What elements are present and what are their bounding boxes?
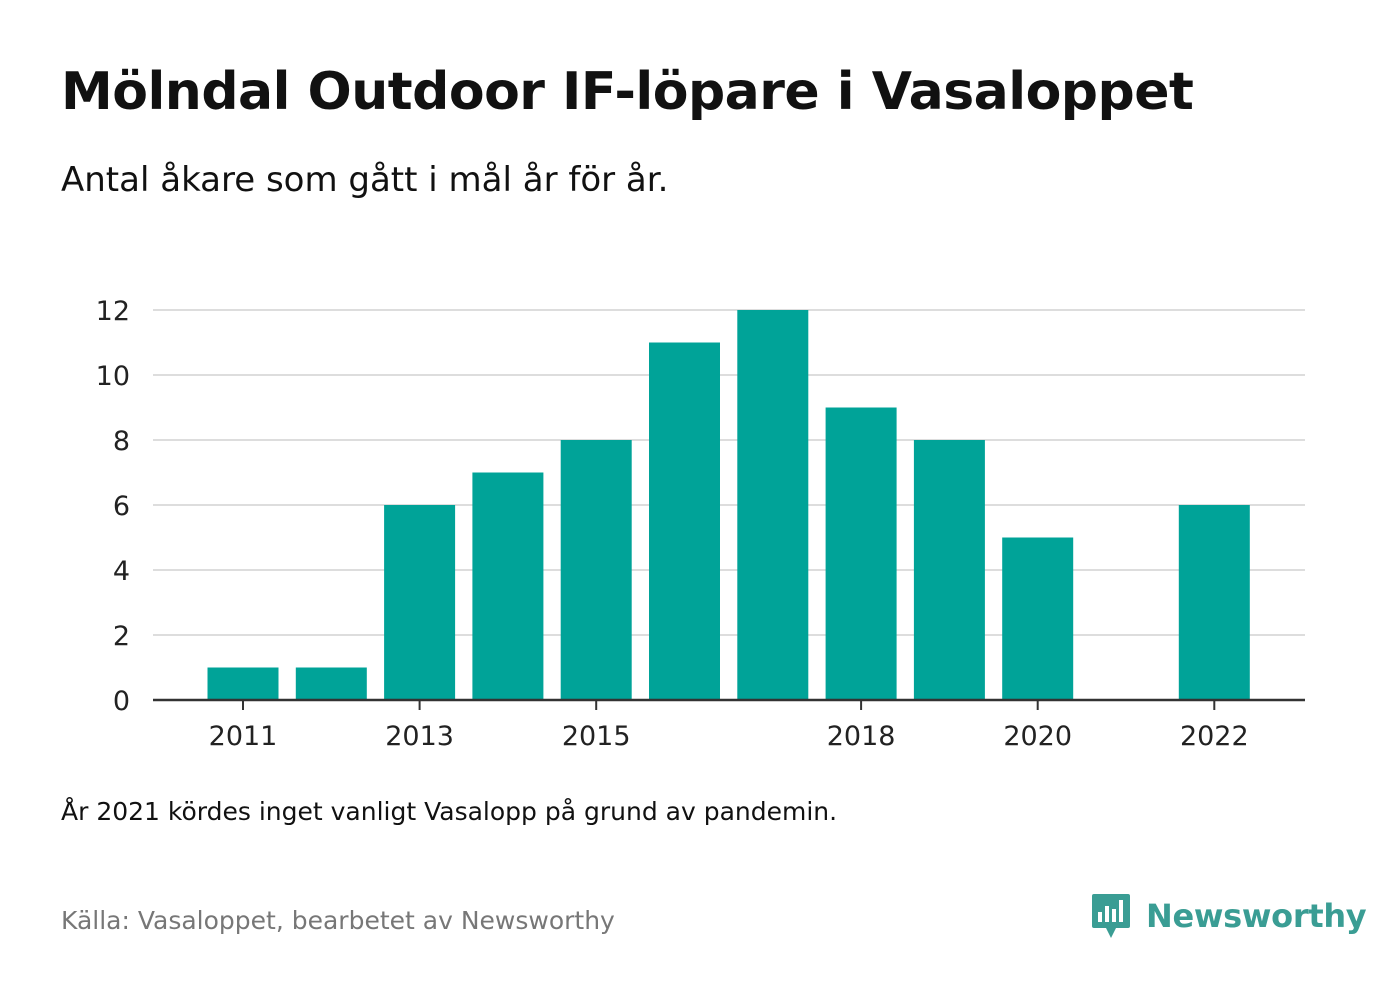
x-tick-label: 2013 xyxy=(385,721,454,752)
x-tick-label: 2011 xyxy=(209,721,278,752)
bar-2013[interactable] xyxy=(384,505,456,700)
y-tick-label: 8 xyxy=(113,426,130,457)
bar-2014[interactable] xyxy=(472,472,544,701)
y-tick-label: 12 xyxy=(96,296,130,327)
y-tick-label: 6 xyxy=(113,491,130,522)
bar-2011[interactable] xyxy=(207,667,279,701)
newsworthy-logo-icon xyxy=(1092,894,1130,938)
chart-title: Mölndal Outdoor IF-löpare i Vasaloppet xyxy=(61,62,1194,122)
bar-2015[interactable] xyxy=(560,440,632,700)
bar-2020[interactable] xyxy=(1002,537,1074,701)
axis-layer: 0 2 4 6 8 10 12 2011 2013 2015 2018 2020 2022 xyxy=(96,296,1305,752)
grid-layer xyxy=(153,309,1305,636)
x-tick-label: 2015 xyxy=(562,721,631,752)
y-tick-label: 10 xyxy=(96,361,130,392)
brand-name: Newsworthy xyxy=(1146,897,1367,935)
bar-2017[interactable] xyxy=(737,310,809,700)
y-tick-label: 4 xyxy=(113,556,130,587)
bar-2019[interactable] xyxy=(913,440,985,700)
bar-2018[interactable] xyxy=(825,407,897,701)
source-credit: Källa: Vasaloppet, bearbetet av Newswort… xyxy=(61,906,615,935)
x-tick-label: 2018 xyxy=(827,721,896,752)
bar-2022[interactable] xyxy=(1178,505,1250,700)
y-tick-label: 2 xyxy=(113,621,130,652)
bar-2012[interactable] xyxy=(295,667,367,701)
newsworthy-brand[interactable]: Newsworthy xyxy=(1090,892,1367,940)
x-tick-label: 2022 xyxy=(1180,721,1249,752)
chart-note: År 2021 kördes inget vanligt Vasalopp på… xyxy=(61,797,838,826)
bar-2016[interactable] xyxy=(649,342,720,701)
bar-chart: 0 2 4 6 8 10 12 2011 2013 2015 2018 2020 2022 xyxy=(96,296,1305,752)
x-tick-label: 2020 xyxy=(1003,721,1072,752)
bars-layer xyxy=(207,310,1250,701)
chart-subtitle: Antal åkare som gått i mål år för år. xyxy=(61,160,669,200)
y-tick-label: 0 xyxy=(113,686,130,717)
